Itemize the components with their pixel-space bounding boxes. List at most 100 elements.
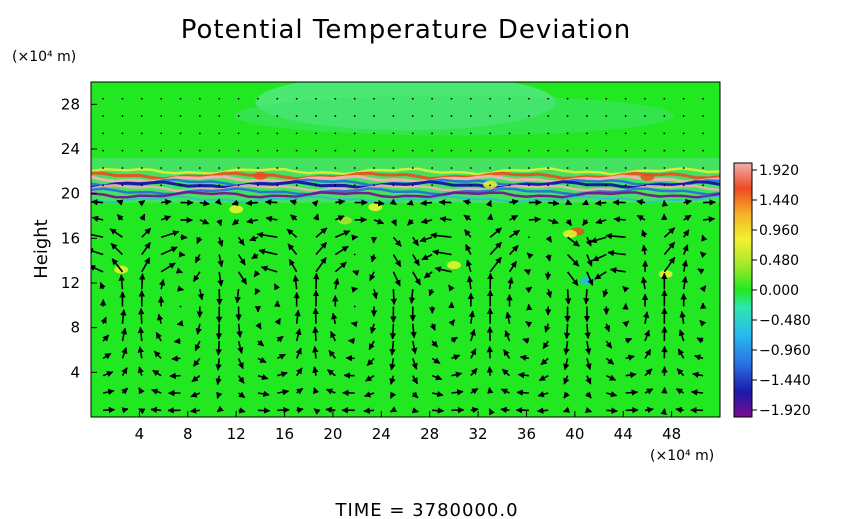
wind-vector [370, 254, 377, 263]
wind-vector [289, 199, 297, 206]
wind-vector [277, 371, 288, 378]
wind-vector [176, 320, 184, 327]
wind-vector [315, 167, 317, 169]
wind-vector [509, 198, 519, 206]
wind-vector [548, 199, 560, 207]
wind-vector [315, 97, 317, 100]
wind-vector [663, 115, 666, 117]
upper-negative-region [233, 95, 674, 136]
wind-vector [643, 329, 650, 342]
x-tick-label: 36 [517, 425, 536, 443]
wind-vector [102, 352, 112, 360]
colorbar-tick-label: −1.440 [759, 373, 811, 389]
wind-vector [585, 375, 592, 385]
wind-vector [121, 184, 124, 187]
wind-vector [257, 167, 259, 169]
wind-vector [450, 149, 453, 152]
wind-vector [158, 278, 166, 290]
wind-vector [675, 406, 684, 414]
wind-vector [663, 241, 676, 256]
wind-vector [118, 274, 125, 290]
wind-vector [373, 132, 375, 135]
wind-vector [702, 149, 704, 152]
wind-vector [581, 199, 590, 206]
wind-vector [140, 149, 143, 152]
wind-vector [91, 231, 104, 238]
wind-vector [109, 228, 123, 238]
wind-vector [313, 387, 320, 395]
wind-vector [606, 391, 618, 398]
wind-vector [504, 330, 511, 342]
wind-vector [624, 149, 627, 152]
wind-vector [392, 167, 395, 169]
wind-vector [121, 347, 128, 359]
wind-vector [363, 407, 375, 414]
wind-vector [605, 149, 608, 152]
y-tick-label: 4 [70, 363, 80, 381]
wind-vector [157, 313, 164, 324]
wind-vector [389, 406, 398, 413]
wind-vector [121, 132, 124, 135]
wind-vector [697, 268, 705, 275]
wind-vector [605, 115, 608, 117]
wind-vector [566, 149, 569, 152]
x-tick-label: 32 [469, 425, 488, 443]
wind-vector [566, 132, 569, 135]
wind-vector [315, 241, 328, 256]
wind-vector [411, 340, 418, 355]
wind-vector [527, 97, 530, 100]
wind-vector [315, 184, 317, 187]
wind-vector [522, 337, 530, 344]
wind-vector [605, 132, 608, 135]
wind-vector [463, 229, 472, 238]
wind-vector [218, 132, 221, 135]
wind-vector [137, 326, 145, 342]
wind-vector [371, 288, 379, 300]
wind-vector [315, 115, 317, 117]
wind-vector [141, 242, 151, 255]
wind-vector [624, 184, 627, 187]
wind-vector [624, 167, 627, 169]
wind-vector [253, 270, 261, 278]
wind-vector [450, 132, 453, 135]
wind-vector [140, 115, 143, 117]
wind-vector [469, 328, 476, 342]
wind-vector [450, 336, 458, 344]
wind-vector [641, 244, 648, 255]
wind-vector [595, 218, 607, 225]
wind-vector [663, 97, 666, 100]
wind-vector [542, 340, 549, 350]
wind-vector [508, 149, 511, 152]
wind-vector [256, 231, 278, 239]
wind-vector [257, 373, 269, 381]
wind-vector [567, 253, 580, 267]
wind-vector [544, 271, 552, 281]
colorbar-tick-label: −0.960 [759, 343, 811, 359]
wind-vector [91, 248, 104, 256]
wind-vector [547, 167, 550, 169]
wind-vector [505, 311, 512, 324]
wind-vector [563, 358, 570, 371]
wind-vector [100, 316, 107, 325]
wind-vector [294, 309, 301, 324]
wind-vector [312, 345, 319, 359]
wind-vector [198, 149, 201, 152]
wind-vector [260, 265, 278, 273]
wind-vector [312, 366, 319, 376]
wind-vector [141, 257, 151, 273]
wind-vector [150, 406, 162, 414]
wind-vector [585, 340, 592, 355]
wind-vector [547, 115, 550, 117]
wind-vector [160, 149, 163, 152]
x-tick-label: 4 [135, 425, 145, 443]
x-tick-label: 28 [420, 425, 439, 443]
wind-vector [547, 218, 559, 225]
wind-vector [488, 408, 495, 416]
wind-vector [411, 375, 419, 385]
x-axis-ticks: 4 8 12 16 20 24 28 32 36 40 44 48 [135, 411, 681, 443]
wind-vector [663, 184, 666, 187]
wind-vector [296, 387, 304, 395]
wind-vector [586, 184, 588, 187]
wind-vector [428, 288, 435, 297]
wind-vector [160, 167, 163, 169]
